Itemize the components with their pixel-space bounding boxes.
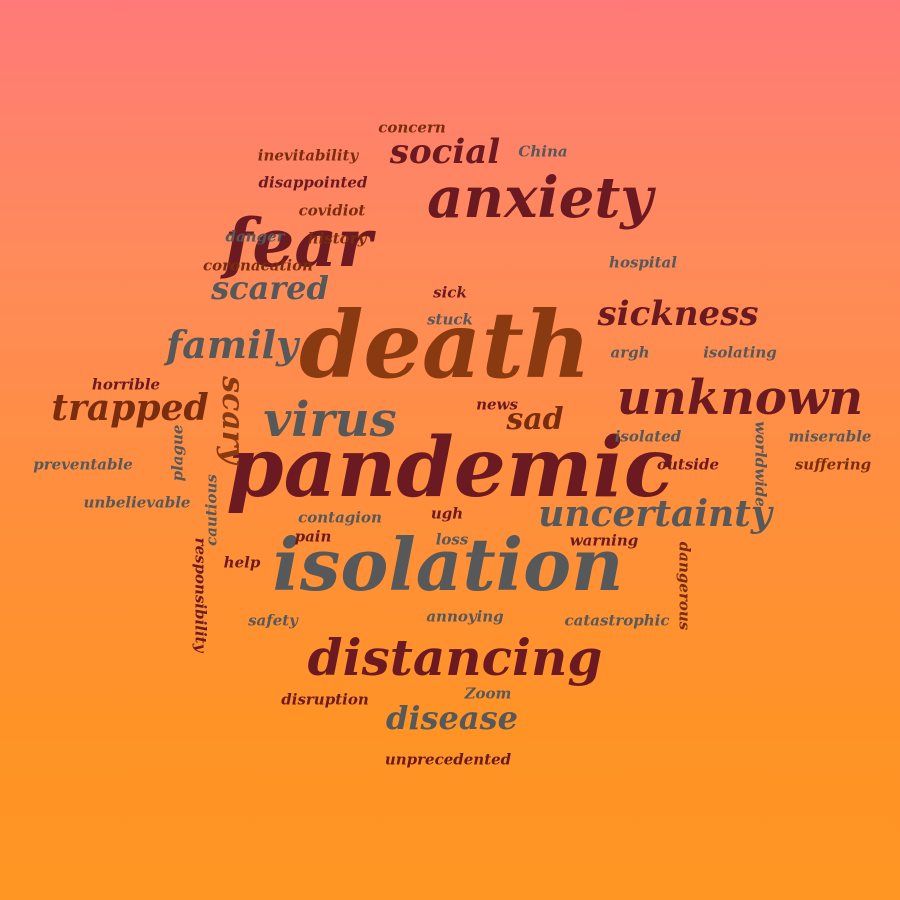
word-stuck: stuck	[427, 310, 473, 329]
word-isolated: isolated	[614, 427, 682, 446]
word-dangerous: dangerous	[675, 541, 694, 631]
word-cautious: cautious	[202, 474, 221, 546]
word-plague: plague	[168, 424, 187, 482]
word-uncertainty: uncertainty	[538, 493, 772, 535]
word-horrible: horrible	[91, 375, 161, 394]
word-argh: argh	[610, 343, 650, 362]
word-family: family	[165, 322, 299, 367]
word-unknown: unknown	[616, 370, 864, 426]
word-concern: concern	[378, 118, 446, 137]
word-safety: safety	[248, 611, 298, 630]
word-virus: virus	[263, 392, 397, 448]
word-annoying: annoying	[426, 607, 504, 626]
word-zoom: Zoom	[464, 684, 512, 703]
word-fear: fear	[224, 204, 372, 282]
word-disease: disease	[385, 699, 519, 737]
word-disruption: disruption	[281, 690, 369, 709]
word-history: history	[307, 229, 367, 248]
word-pandemic: pandemic	[226, 420, 674, 516]
word-sad: sad	[506, 402, 564, 437]
word-preventable: preventable	[33, 455, 133, 474]
word-social: social	[389, 132, 501, 172]
word-worldwide: worldwide	[751, 421, 770, 507]
word-anxiety: anxiety	[427, 165, 653, 231]
word-loss: loss	[435, 530, 469, 549]
word-scary: scary	[215, 376, 250, 464]
word-contagion: contagion	[298, 508, 382, 527]
word-outside: outside	[656, 455, 720, 474]
word-distancing: distancing	[307, 628, 603, 687]
word-hospital: hospital	[609, 253, 677, 272]
word-china: China	[518, 142, 568, 161]
word-miserable: miserable	[788, 427, 872, 446]
word-help: help	[223, 553, 261, 572]
word-pain: pain	[294, 527, 332, 546]
word-isolating: isolating	[703, 343, 777, 362]
word-isolation: isolation	[272, 522, 624, 607]
word-danger: danger	[225, 227, 285, 246]
word-ugh: ugh	[430, 504, 464, 523]
word-disappointed: disappointed	[258, 173, 368, 192]
word-unbelievable: unbelievable	[83, 493, 191, 512]
word-warning: warning	[569, 531, 639, 550]
word-news: news	[476, 395, 518, 414]
word-death: death	[299, 291, 591, 399]
word-sickness: sickness	[597, 294, 759, 334]
word-sick: sick	[433, 283, 467, 302]
word-covidiot: covidiot	[298, 201, 366, 220]
word-scared: scared	[211, 269, 329, 307]
word-catastrophic: catastrophic	[564, 611, 670, 630]
word-unprecedented: unprecedented	[384, 750, 512, 769]
word-inevitability: inevitability	[257, 146, 359, 165]
word-responsibility: responsibility	[191, 537, 210, 653]
word-coronacation: coronacation	[202, 256, 314, 275]
word-trapped: trapped	[51, 387, 209, 429]
word-suffering: suffering	[794, 455, 872, 474]
